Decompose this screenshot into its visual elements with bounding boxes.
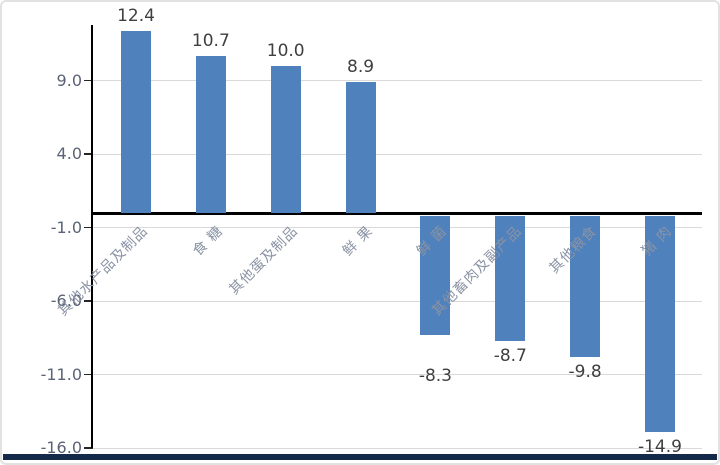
y-axis-tick-label: 9.0 [56, 70, 82, 90]
bottom-accent-bar [3, 454, 717, 460]
bar-value-label: -14.9 [637, 437, 682, 458]
y-axis-tick-label: -1.0 [50, 217, 82, 237]
bar [270, 66, 301, 213]
y-axis-tick-label: -6.0 [50, 291, 82, 311]
bar [420, 215, 451, 335]
gridline [92, 300, 702, 302]
y-axis-tick-label: -16.0 [40, 438, 82, 458]
y-axis-tick [84, 226, 93, 229]
category-label: 鲜 果 [339, 223, 376, 260]
bar-value-label: 12.4 [117, 5, 155, 26]
bar-value-label: -8.7 [493, 345, 527, 366]
bar-value-label: -8.3 [418, 366, 452, 386]
gridline [92, 374, 702, 376]
y-axis-tick [84, 79, 93, 82]
y-axis-tick [84, 373, 93, 376]
category-label: 其他蛋及制品 [226, 223, 302, 298]
gridline [92, 227, 702, 229]
zero-baseline [92, 212, 702, 215]
gridline [92, 447, 702, 449]
y-axis-line [91, 25, 93, 449]
bar [121, 30, 151, 213]
y-axis-tick [84, 300, 93, 302]
bar-value-label: 10.0 [266, 41, 305, 61]
bar [345, 82, 376, 213]
bar [495, 215, 526, 341]
bar [570, 215, 601, 358]
bar [644, 215, 675, 433]
gridline [92, 153, 702, 155]
gridline [92, 80, 702, 82]
category-label: 食 糖 [189, 223, 227, 260]
y-axis-tick-label: -11.0 [40, 364, 82, 384]
bar [195, 55, 226, 213]
y-axis-tick [84, 447, 93, 449]
bar-value-label: 10.7 [191, 30, 230, 51]
y-axis-tick-label: 4.0 [56, 144, 82, 164]
bar-value-label: 8.9 [347, 57, 375, 78]
y-axis-tick [84, 153, 93, 155]
bar-value-label: -9.8 [568, 362, 602, 383]
